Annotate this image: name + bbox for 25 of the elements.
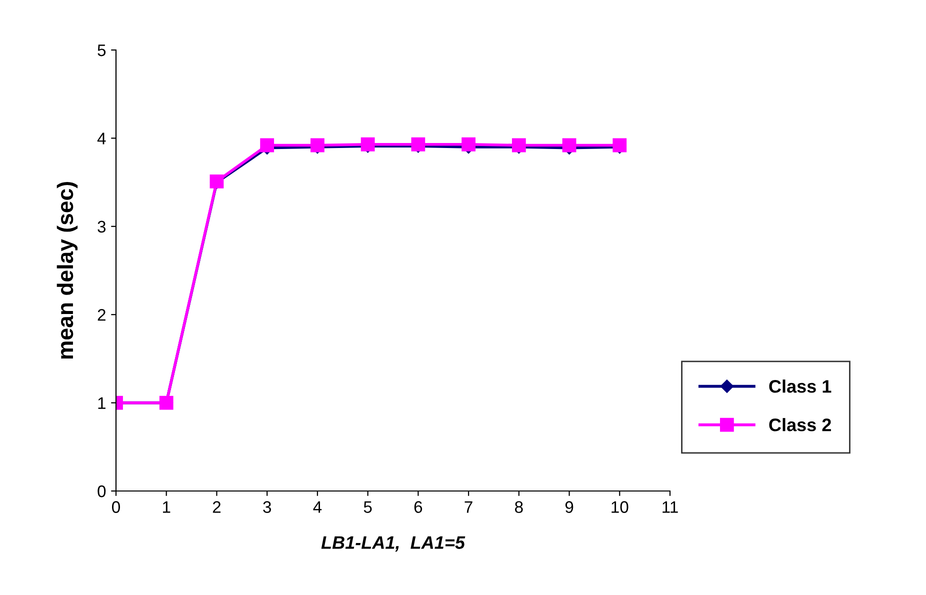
- y-tick-label: 5: [98, 44, 106, 56]
- x-tick-label: 10: [612, 501, 628, 513]
- legend-label: Class 2: [769, 418, 831, 432]
- x-tick-label: 6: [414, 501, 422, 513]
- y-tick-label: 1: [98, 397, 106, 409]
- y-tick-label: 0: [98, 485, 106, 498]
- point: [260, 138, 274, 152]
- x-tick-label: 2: [212, 501, 221, 513]
- y-tick-label: 4: [97, 132, 106, 144]
- x-tick-label: 3: [263, 501, 271, 513]
- legend-label: Class 1: [769, 380, 832, 393]
- x-tick-label: 8: [515, 501, 523, 513]
- x-tick-label: 1: [163, 501, 170, 513]
- x-tick-label: 9: [565, 501, 574, 513]
- x-tick-label: 4: [313, 501, 322, 513]
- x-axis-title: LB1-LA1, LA1=5: [321, 536, 466, 552]
- x-tick-label: 0: [112, 501, 120, 513]
- point: [462, 137, 476, 152]
- x-tick-label: 11: [662, 501, 678, 513]
- point: [562, 138, 576, 152]
- y-tick-label: 2: [98, 309, 106, 321]
- x-tick-label: 5: [364, 501, 372, 513]
- y-tick-label: 3: [98, 220, 106, 233]
- x-tick-label: 7: [464, 501, 472, 513]
- y-axis-title: mean delay (sec): [56, 182, 78, 359]
